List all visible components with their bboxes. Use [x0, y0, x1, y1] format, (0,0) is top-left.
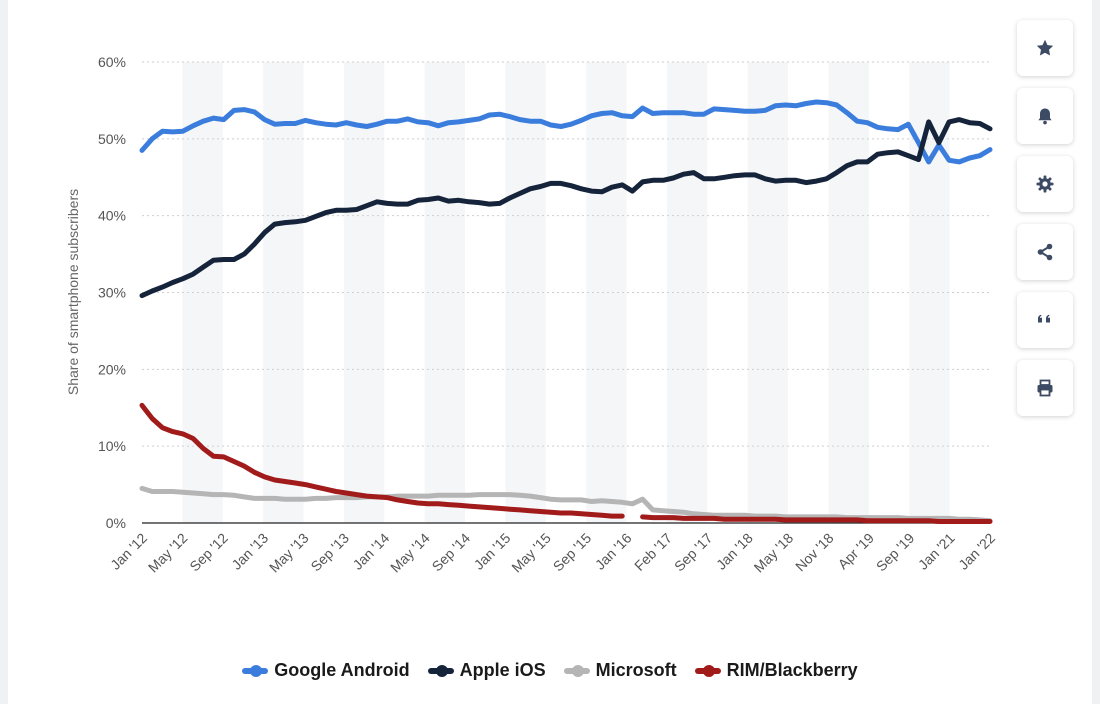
- legend-item-microsoft[interactable]: Microsoft: [563, 660, 677, 681]
- y-axis-label: Share of smartphone subscribers: [65, 189, 81, 395]
- x-tick-label: Sep '19: [873, 530, 918, 575]
- y-tick-label: 60%: [98, 54, 126, 70]
- gear-icon: [1036, 175, 1054, 193]
- x-tick-label: May '14: [387, 530, 433, 576]
- print-button[interactable]: [1017, 360, 1073, 416]
- x-tick-label: Sep '12: [186, 530, 231, 575]
- bell-icon: [1038, 108, 1052, 125]
- legend-swatch-ios: [427, 664, 454, 677]
- x-tick-label: May '13: [266, 530, 312, 576]
- gridlines: [142, 61, 990, 524]
- legend-label: Microsoft: [595, 660, 677, 680]
- legend-item-ios[interactable]: Apple iOS: [427, 660, 546, 681]
- x-tick-label: May '12: [145, 530, 191, 576]
- legend-label: Apple iOS: [459, 660, 546, 680]
- legend-item-blackberry[interactable]: RIM/Blackberry: [694, 660, 858, 681]
- series-lines: [139, 99, 993, 524]
- legend: Google Android Apple iOS Microsoft RIM/B…: [8, 660, 1092, 681]
- y-axis-ticks: 0% 10% 20% 30% 40% 50% 60%: [98, 54, 126, 531]
- cite-button[interactable]: [1017, 292, 1073, 348]
- x-tick-label: Sep '13: [307, 530, 352, 575]
- legend-swatch-blackberry: [694, 664, 721, 677]
- y-tick-label: 20%: [98, 361, 126, 377]
- legend-label: RIM/Blackberry: [726, 660, 858, 680]
- x-tick-label: Jan '18: [713, 530, 756, 573]
- share-icon: [1037, 243, 1053, 261]
- legend-label: Google Android: [274, 660, 410, 680]
- y-tick-label: 0%: [106, 515, 126, 531]
- x-tick-label: Sep '15: [550, 530, 595, 575]
- series-line-apple-ios[interactable]: [139, 117, 993, 299]
- x-tick-label: Jan '16: [592, 530, 635, 573]
- x-tick-label: Apr '19: [835, 530, 878, 573]
- y-tick-label: 40%: [98, 208, 126, 224]
- star-icon: [1036, 39, 1054, 56]
- legend-swatch-android: [242, 664, 269, 677]
- legend-swatch-microsoft: [563, 664, 590, 677]
- x-tick-label: May '15: [508, 530, 554, 576]
- series-line-rim-blackberry[interactable]: [139, 402, 993, 524]
- x-tick-label: Jan '12: [107, 530, 150, 573]
- x-tick-label: Sep '14: [429, 530, 474, 575]
- print-icon: [1037, 379, 1053, 397]
- y-tick-label: 10%: [98, 438, 126, 454]
- x-tick-label: Sep '17: [671, 530, 716, 575]
- x-tick-label: Feb '17: [631, 530, 675, 574]
- column-band: [505, 62, 546, 523]
- x-tick-label: Jan '22: [955, 530, 998, 573]
- y-tick-label: 50%: [98, 131, 126, 147]
- x-tick-label: Jan '21: [915, 530, 958, 573]
- y-tick-label: 30%: [98, 285, 126, 301]
- x-tick-label: Jan '14: [349, 530, 392, 573]
- quote-icon: [1038, 314, 1050, 323]
- notification-button[interactable]: [1017, 88, 1073, 144]
- chart-toolbar: [1017, 20, 1073, 428]
- x-tick-label: May '18: [751, 530, 797, 576]
- series-line-google-android[interactable]: [139, 99, 993, 165]
- favorite-button[interactable]: [1017, 20, 1073, 76]
- legend-item-android[interactable]: Google Android: [242, 660, 410, 681]
- x-tick-label: Jan '13: [228, 530, 271, 573]
- settings-button[interactable]: [1017, 156, 1073, 212]
- x-tick-label: Nov '18: [792, 530, 837, 575]
- share-button[interactable]: [1017, 224, 1073, 280]
- x-tick-label: Jan '15: [471, 530, 514, 573]
- chart-card: 0% 10% 20% 30% 40% 50% 60% Jan '12 May '12 Sep '…: [8, 0, 1092, 704]
